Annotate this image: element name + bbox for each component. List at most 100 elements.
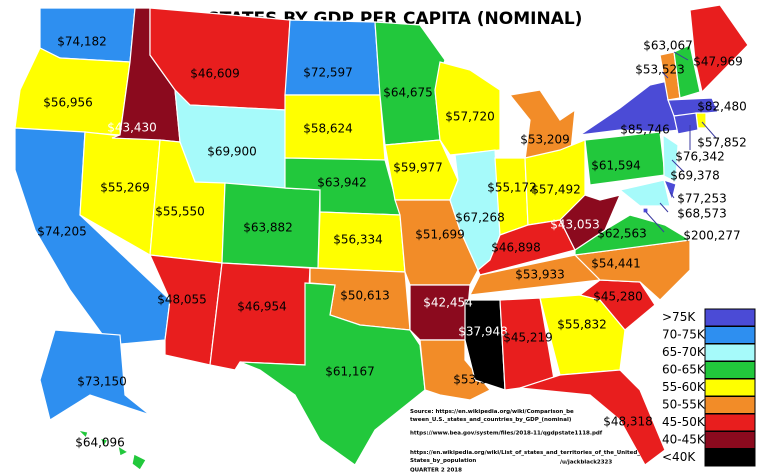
state-value: $64,675: [383, 86, 433, 100]
state-shape: [642, 207, 649, 214]
legend-label: 45-50K: [662, 415, 706, 429]
state-value: $56,956: [43, 96, 93, 110]
state-value: $46,954: [237, 300, 287, 314]
state-value: $55,832: [557, 318, 607, 332]
state-value: $55,172: [487, 181, 537, 195]
state-value: $61,594: [591, 159, 641, 173]
state-shape: [239, 282, 426, 466]
state-value: $63,942: [317, 176, 367, 190]
state-shape: [131, 453, 147, 471]
state-shape: [662, 133, 679, 183]
legend-label: 60-65K: [662, 363, 706, 377]
state-shape: [519, 369, 666, 466]
state-shape: [374, 21, 446, 146]
state-shape: [673, 44, 701, 99]
state-value: $61,167: [325, 365, 375, 379]
leader-line: [701, 121, 717, 139]
leader-line: [673, 51, 689, 61]
source-text: Source: https://en.wikipedia.org/wiki/Co…: [410, 409, 574, 423]
leader-line: [661, 71, 669, 79]
state-value: $45,280: [593, 290, 643, 304]
legend-label: 40-45K: [662, 433, 706, 447]
legend-label: >75K: [662, 310, 696, 324]
source-text: /u/jackblack2323: [560, 460, 612, 466]
state-shape: [419, 339, 491, 401]
state-shape: [98, 437, 109, 448]
state-value: $46,898: [491, 241, 541, 255]
state-value: $53,523: [635, 63, 685, 77]
state-shape: [662, 179, 677, 202]
state-shape: [618, 179, 671, 207]
legend-swatch: [704, 396, 756, 414]
lake: [470, 66, 520, 85]
state-shape: [117, 444, 130, 457]
leader-line: [645, 211, 665, 233]
state-value: $69,900: [207, 145, 257, 159]
state-value: $58,624: [303, 122, 353, 136]
state-value: $46,609: [190, 67, 240, 81]
state-value: $45,219: [503, 331, 553, 345]
state-value: $53,589: [453, 373, 503, 387]
legend-swatch: [704, 448, 756, 467]
legend-swatch: [704, 431, 756, 449]
state-value: $69,378: [670, 169, 720, 183]
state-value: $47,969: [693, 55, 743, 69]
state-value: $42,454: [423, 296, 473, 310]
state-shape: [76, 429, 89, 440]
source-text: https://en.wikipedia.org/wiki/List_of_st…: [410, 450, 640, 464]
state-shape: [559, 194, 622, 251]
legend-label: 55-60K: [662, 380, 706, 394]
state-value: $62,563: [597, 227, 647, 241]
state-shape: [508, 89, 576, 161]
state-value: $73,150: [77, 375, 127, 389]
source-text: QUARTER 2 2018: [410, 468, 462, 472]
state-value: $59,977: [393, 161, 443, 175]
state-shape: [464, 299, 506, 391]
state-value: $67,268: [455, 211, 505, 225]
legend-label: 65-70K: [662, 345, 706, 359]
state-value: $85,746: [620, 123, 670, 137]
state-value: $57,492: [531, 183, 581, 197]
state-value: $77,253: [677, 192, 727, 206]
legend-label: 70-75K: [662, 328, 706, 342]
state-value: $55,269: [100, 181, 150, 195]
state-shape: [39, 329, 151, 421]
leader-line: [671, 159, 685, 173]
legend-label: <40K: [662, 450, 696, 464]
state-value: $48,318: [603, 415, 653, 429]
legend-label: 50-55K: [662, 398, 706, 412]
states: [14, 4, 749, 471]
legend-swatch: [704, 326, 756, 344]
state-value: $54,441: [591, 257, 641, 271]
legend-swatch: [704, 413, 756, 432]
legend-swatch: [704, 378, 756, 397]
state-value: $63,067: [643, 39, 693, 53]
state-value: $57,720: [445, 110, 495, 124]
state-value: $200,277: [683, 229, 740, 243]
legend-swatch: [704, 361, 756, 379]
state-value: $72,597: [303, 66, 353, 80]
state-value: $53,209: [520, 133, 570, 147]
state-value: $64,096: [75, 436, 125, 450]
state-value: $63,882: [243, 221, 293, 235]
state-shape: [209, 262, 311, 371]
state-value: $82,480: [697, 100, 747, 114]
leader-line: [659, 202, 669, 213]
leader-line: [699, 104, 719, 108]
state-shape: [477, 219, 576, 276]
state-value: $76,342: [675, 150, 725, 164]
state-shape: [667, 97, 719, 117]
state-value: $74,205: [37, 225, 87, 239]
legend-swatch: [704, 343, 756, 362]
state-shape: [689, 4, 749, 94]
state-value: $48,055: [157, 293, 207, 307]
state-value: $51,699: [415, 228, 465, 242]
state-value: $50,613: [340, 289, 390, 303]
state-value: $53,933: [515, 268, 565, 282]
state-shape: [284, 19, 381, 96]
state-value: $74,182: [57, 35, 107, 49]
state-value: $57,852: [697, 136, 747, 150]
leader-line: [669, 191, 675, 199]
state-value: $43,053: [550, 218, 600, 232]
